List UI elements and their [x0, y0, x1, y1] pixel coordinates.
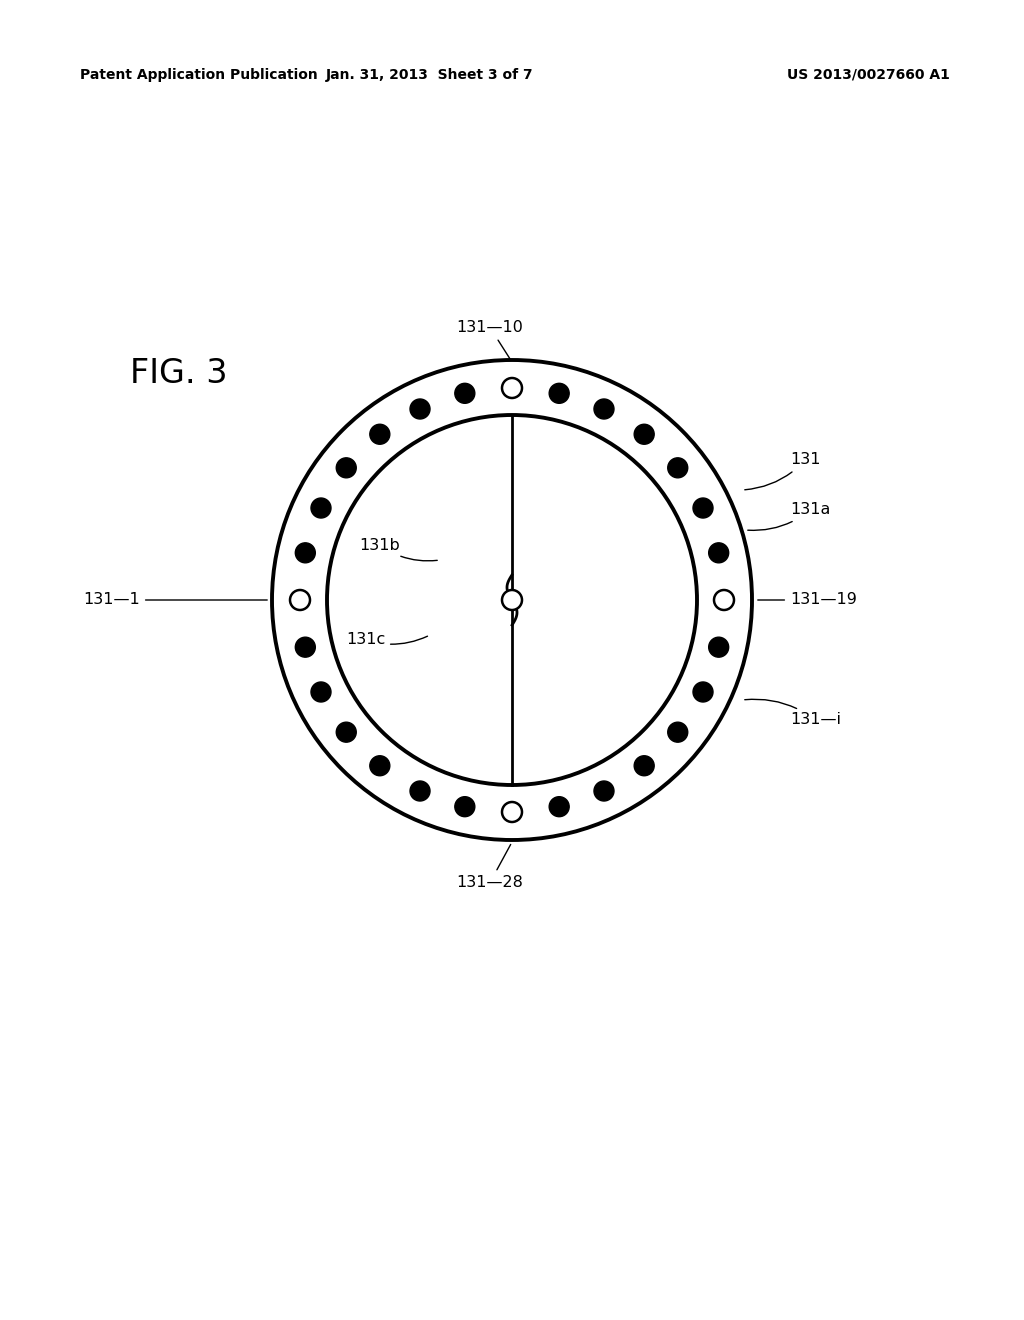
Text: 131—28: 131—28 [457, 845, 523, 890]
Circle shape [336, 722, 356, 742]
Text: Patent Application Publication: Patent Application Publication [80, 69, 317, 82]
Circle shape [693, 498, 713, 517]
Text: Jan. 31, 2013  Sheet 3 of 7: Jan. 31, 2013 Sheet 3 of 7 [327, 69, 534, 82]
Circle shape [502, 590, 522, 610]
Circle shape [290, 590, 310, 610]
Circle shape [594, 781, 614, 801]
Circle shape [668, 722, 688, 742]
Text: 131—19: 131—19 [758, 593, 857, 607]
Circle shape [709, 638, 729, 657]
Circle shape [668, 458, 688, 478]
Circle shape [295, 638, 315, 657]
Circle shape [634, 756, 654, 776]
Circle shape [549, 383, 569, 404]
Circle shape [311, 682, 331, 702]
Circle shape [709, 543, 729, 562]
Text: 131c: 131c [346, 632, 427, 648]
Circle shape [311, 498, 331, 517]
Circle shape [336, 458, 356, 478]
Text: 131—i: 131—i [744, 700, 841, 727]
Circle shape [502, 803, 522, 822]
Text: 131: 131 [744, 453, 820, 490]
Circle shape [634, 424, 654, 445]
Circle shape [455, 797, 475, 817]
Circle shape [455, 383, 475, 404]
Circle shape [714, 590, 734, 610]
Circle shape [594, 399, 614, 418]
Circle shape [410, 781, 430, 801]
Text: US 2013/0027660 A1: US 2013/0027660 A1 [787, 69, 950, 82]
Text: 131—10: 131—10 [457, 319, 523, 359]
Circle shape [410, 399, 430, 418]
Circle shape [502, 378, 522, 399]
Text: 131b: 131b [359, 537, 437, 561]
Circle shape [370, 756, 390, 776]
Circle shape [693, 682, 713, 702]
Text: 131a: 131a [748, 503, 830, 531]
Circle shape [295, 543, 315, 562]
Circle shape [549, 797, 569, 817]
Circle shape [370, 424, 390, 445]
Text: FIG. 3: FIG. 3 [130, 356, 227, 389]
Text: 131—1: 131—1 [83, 593, 267, 607]
